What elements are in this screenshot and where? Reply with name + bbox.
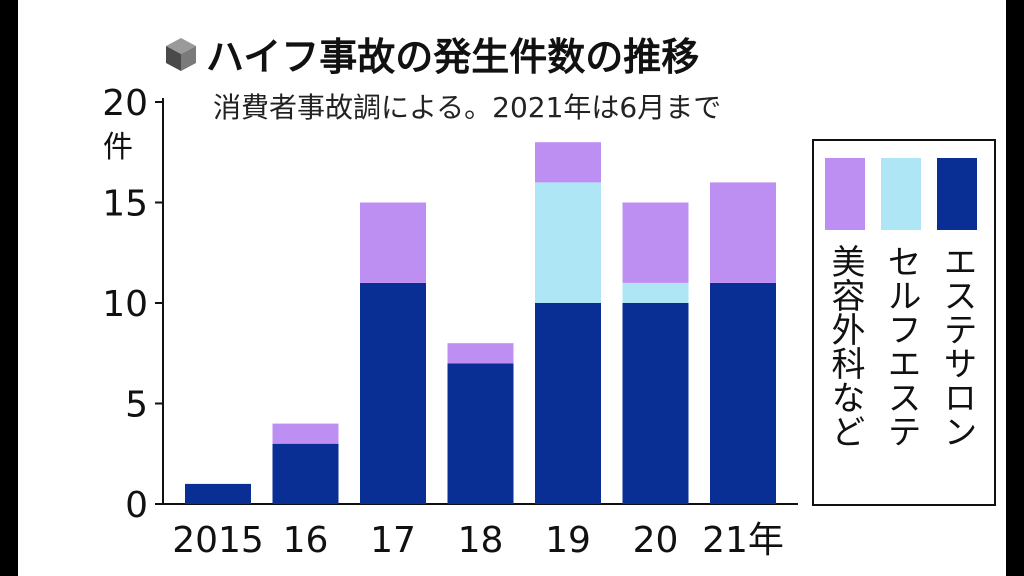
bar-segment-19-エステサロン — [535, 303, 601, 504]
x-tick-label: 21年 — [702, 520, 784, 561]
bar-segment-17-美容外科など — [360, 202, 426, 283]
y-tick-label: 10 — [102, 284, 148, 325]
y-axis-unit: 件 — [103, 130, 133, 165]
bars — [185, 142, 776, 504]
bar-segment-2015-エステサロン — [185, 483, 251, 504]
chart-frame: ハイフ事故の発生件数の推移 消費者事故調による。2021年は6月まで 件 0 5 1… — [18, 0, 1006, 576]
bar-segment-20-エステサロン — [622, 303, 689, 504]
x-tick-labels: 2015 16 17 18 19 20 21年 — [172, 520, 784, 561]
x-tick-label: 16 — [283, 520, 329, 561]
legend-swatch — [881, 158, 921, 230]
x-tick-label: 20 — [633, 520, 679, 561]
x-tick-label: 19 — [545, 520, 591, 561]
bar-segment-20-美容外科など — [622, 202, 689, 283]
bar-segment-20-セルフエステ — [622, 282, 689, 303]
chart-subtitle: 消費者事故調による。2021年は6月まで — [213, 91, 721, 124]
bar-segment-21年-エステサロン — [710, 282, 776, 504]
bar-segment-16-美容外科など — [272, 423, 339, 444]
cube-icon — [166, 38, 196, 71]
y-ticks: 0 5 10 15 20 — [102, 83, 163, 526]
stacked-bar-chart: ハイフ事故の発生件数の推移 消費者事故調による。2021年は6月まで 件 0 5 1… — [102, 35, 996, 561]
y-tick-label: 15 — [102, 184, 148, 225]
bar-segment-18-美容外科など — [447, 343, 514, 364]
legend-swatch — [937, 158, 977, 230]
legend-swatch — [825, 158, 865, 230]
x-tick-label: 18 — [458, 520, 504, 561]
legend-label: 美容外科など — [825, 244, 865, 448]
bar-segment-21年-美容外科など — [710, 182, 776, 283]
y-tick-label: 20 — [102, 83, 148, 124]
y-tick-label: 5 — [125, 385, 148, 426]
bar-segment-19-セルフエステ — [535, 182, 601, 303]
legend-label: セルフエステ — [881, 244, 921, 448]
bar-segment-17-エステサロン — [360, 282, 426, 504]
y-tick-label: 0 — [125, 485, 148, 526]
x-tick-label: 2015 — [172, 520, 264, 561]
x-tick-label: 17 — [370, 520, 416, 561]
legend-label: エステサロン — [937, 244, 977, 448]
bar-segment-19-美容外科など — [535, 142, 601, 183]
bar-segment-18-エステサロン — [447, 363, 514, 504]
bar-segment-16-エステサロン — [272, 443, 339, 504]
chart-title: ハイフ事故の発生件数の推移 — [206, 35, 699, 79]
